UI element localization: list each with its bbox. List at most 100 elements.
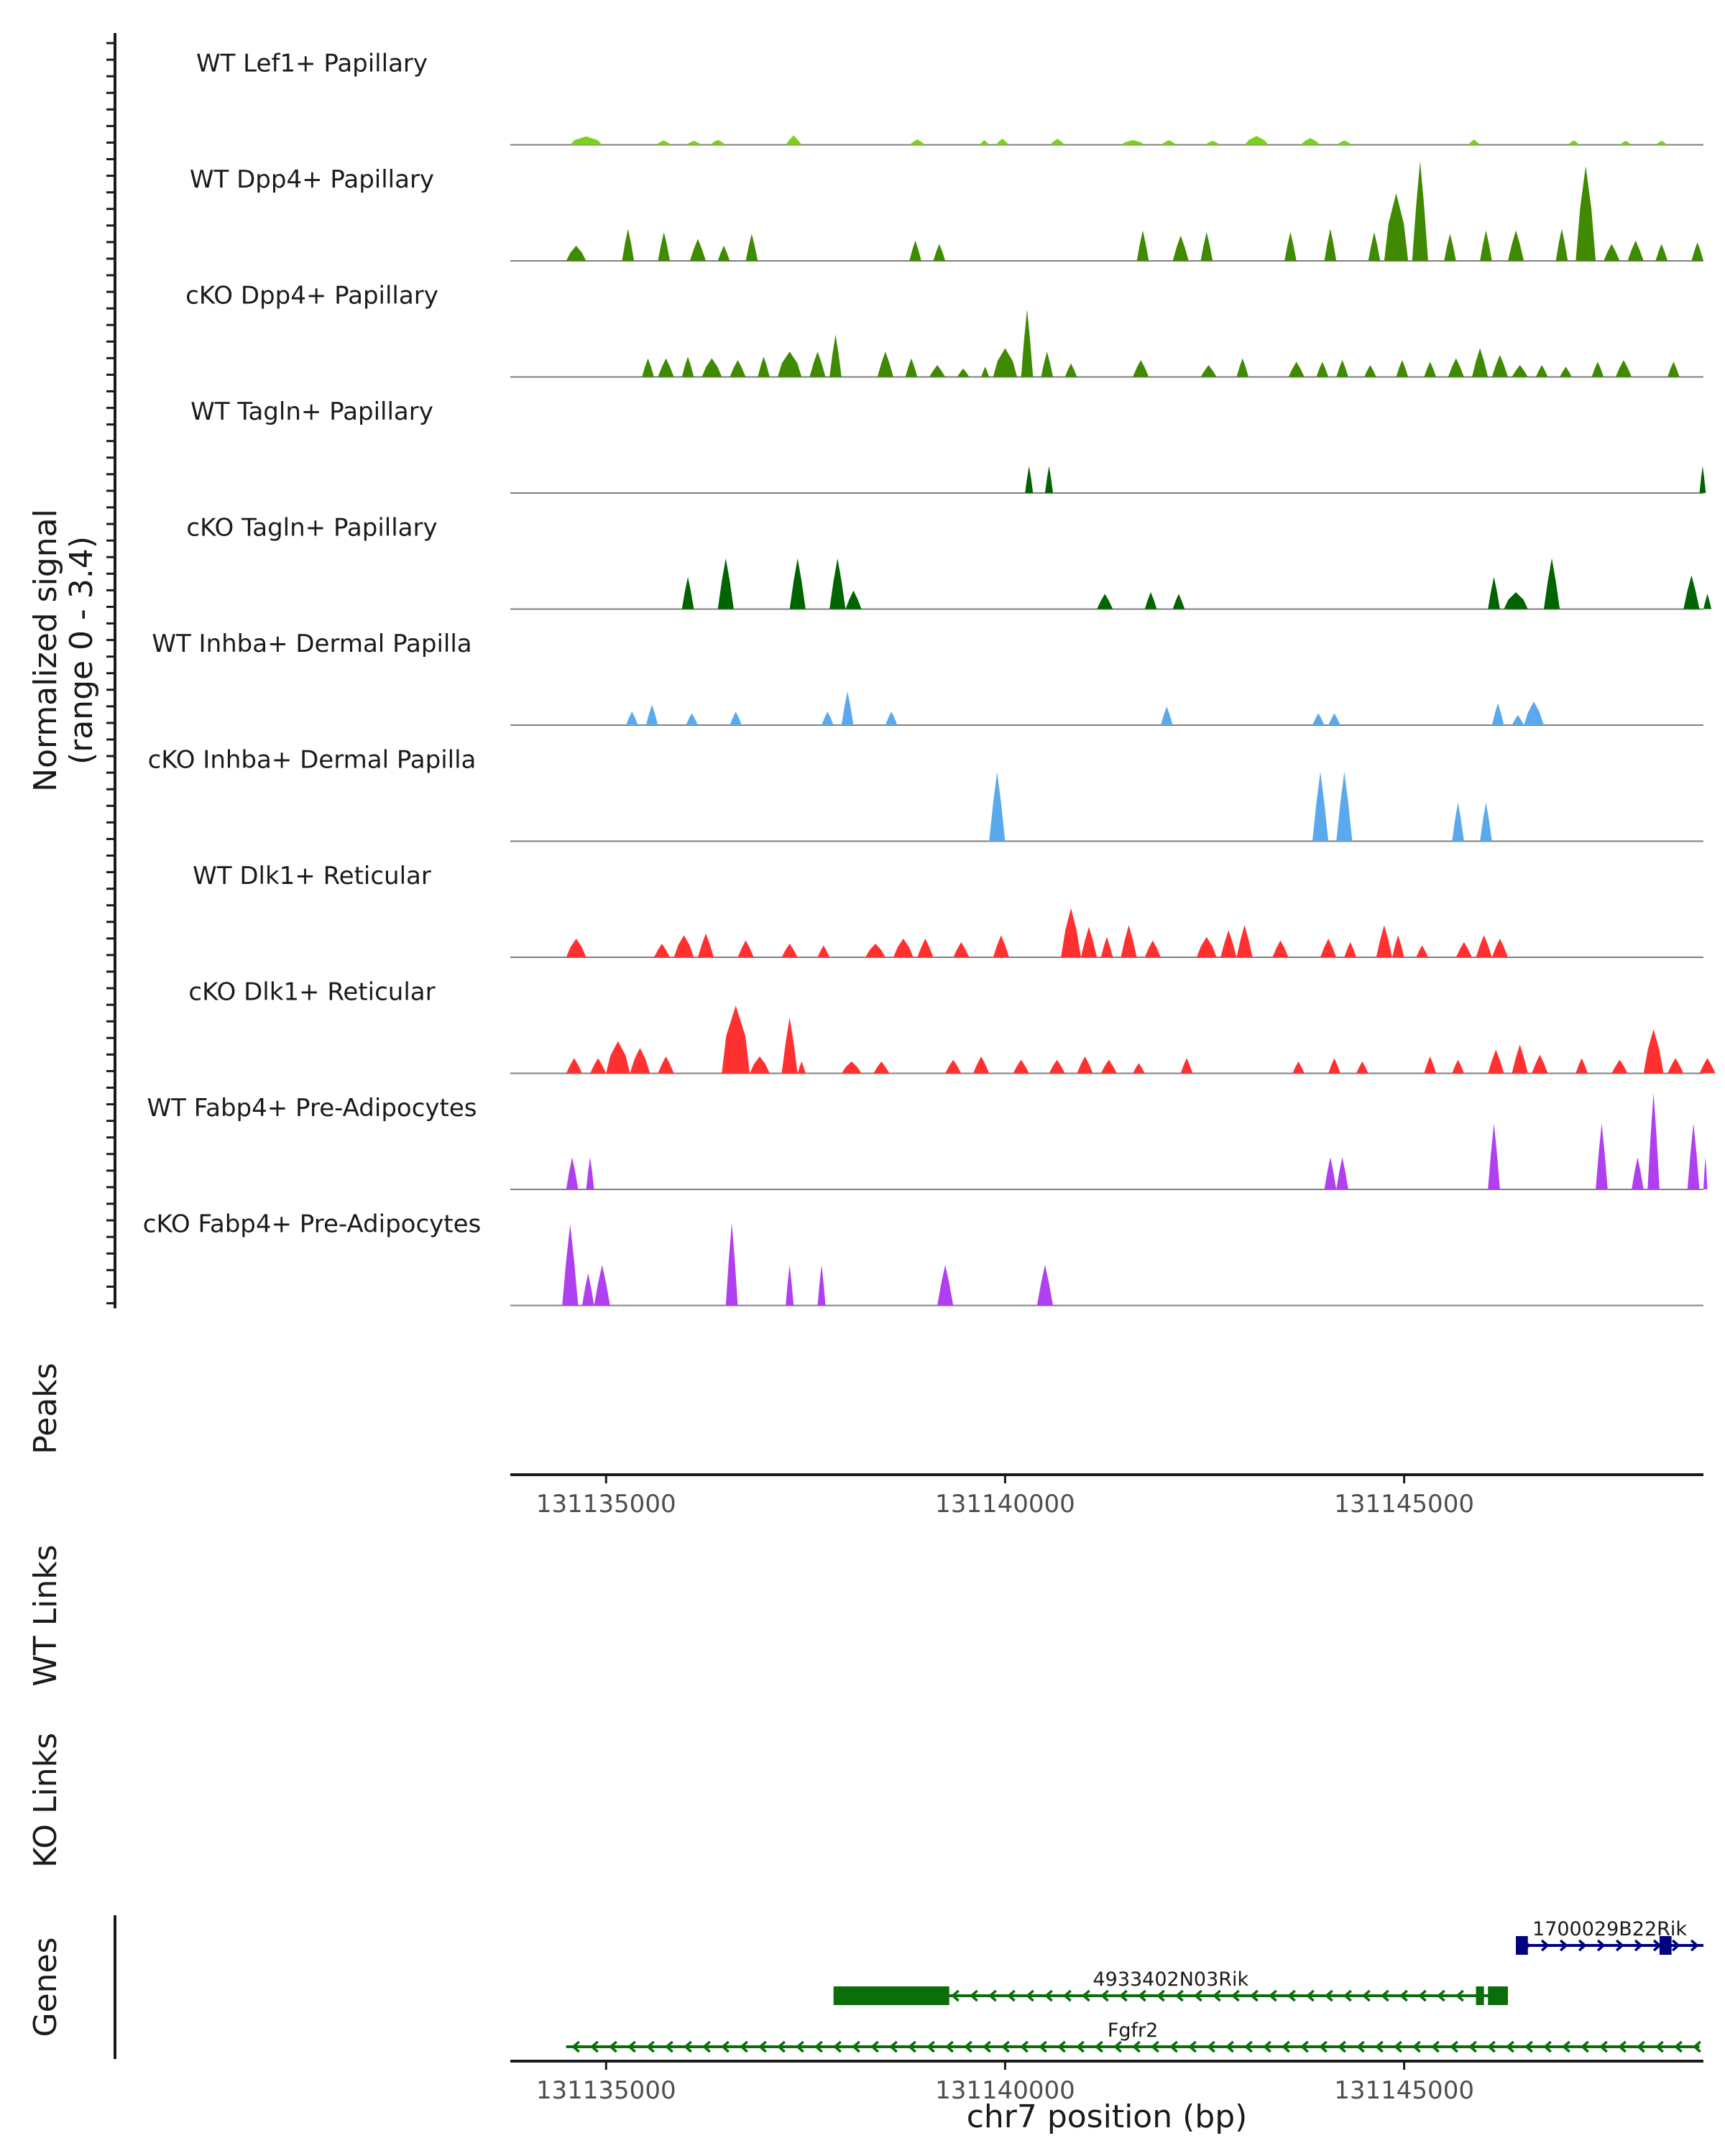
coverage-peak [809,351,826,377]
coverage-peak [981,367,990,377]
coverage-peak [929,365,946,377]
coverage-peak [1424,1056,1437,1074]
strand-arrow [870,2040,879,2053]
coverage-peak [686,140,702,145]
strand-arrow [1615,1939,1624,1952]
coverage-peak [1632,1157,1644,1189]
strand-arrow [1175,1989,1184,2002]
coverage-peak [1160,706,1173,725]
strand-arrow [1362,1989,1371,2002]
coverage-peak [586,1157,594,1189]
coverage-peak [957,368,970,377]
coverage-peak [1396,359,1409,377]
coverage-peak [1133,1063,1145,1074]
coverage-peak [885,711,898,725]
coverage-peak [1021,309,1034,377]
coverage-peak [905,358,918,377]
coverage-peak [1013,1059,1029,1074]
coverage-peak [1160,139,1177,145]
coverage-peak [1576,166,1596,261]
x-tick-label: 131145000 [1334,2076,1474,2105]
strand-arrow [1132,2040,1141,2053]
strand-arrow [1231,1989,1240,2002]
coverage-peak [1555,229,1568,261]
strand-arrow [814,2040,823,2053]
coverage-peak [730,711,742,725]
coverage-peak [1512,365,1528,377]
coverage-peak [658,358,674,377]
coverage-peak [594,1265,610,1306]
coverage-peak [953,941,970,957]
coverage-peak [1611,1059,1628,1074]
strand-arrow [665,2040,673,2053]
coverage-peak [841,691,854,725]
coverage-track: cKO Dpp4+ Papillary [185,282,1703,378]
coverage-peak [786,1265,794,1306]
gene-label: 4933402N03Rik [1092,1968,1248,1991]
coverage-peak [1668,361,1680,377]
strand-arrow [1095,2040,1103,2053]
coverage-peak [865,944,886,957]
coverage-peak [1455,941,1472,957]
coverage-peak [1200,365,1217,377]
strand-arrow [646,2040,655,2053]
coverage-peak [1097,594,1113,609]
coverage-track: WT Dlk1+ Reticular [193,862,1703,958]
coverage-peak [709,139,726,145]
strand-arrow [1540,1939,1550,1952]
coverage-peak [717,558,734,609]
coverage-peak [658,232,671,261]
strand-arrow [1524,2040,1533,2053]
strand-arrow [988,1989,997,2002]
x-tick-label: 131135000 [536,2076,676,2105]
strand-arrow [1618,2040,1627,2053]
coverage-peak [1488,1123,1500,1189]
track-label: cKO Tagln+ Papillary [186,514,437,543]
strand-arrow [590,2040,599,2053]
strand-arrow [1634,1939,1643,1952]
gene-exon [1659,1936,1672,1955]
coverage-peak [1288,361,1305,377]
genes-track-label: Genes [27,1937,64,2037]
coverage-peak [993,348,1018,377]
signal-y-axis [106,33,116,1309]
coverage-peak [1328,1058,1340,1074]
coverage-peak [845,590,862,609]
strand-arrow [777,2040,786,2053]
coverage-track: WT Inhba+ Dermal Papilla [152,630,1703,726]
strand-arrow [1637,2040,1645,2053]
strand-arrow [1325,1989,1333,2002]
strand-arrow [1244,2040,1253,2053]
gene-label: Fgfr2 [1108,2019,1158,2042]
coverage-peak [1172,594,1185,609]
coverage-peak [645,704,658,725]
coverage-peak [622,229,635,261]
coverage-peak [1133,359,1149,377]
strand-arrow [1394,2040,1402,2053]
coverage-peak [1236,358,1249,377]
strand-arrow [1599,2040,1608,2053]
coverage-peak [789,558,806,609]
coverage-peak [1491,354,1508,377]
coverage-peak [702,358,722,377]
strand-arrow [1076,2040,1085,2053]
coverage-peak [989,772,1006,842]
coverage-peak [1316,361,1329,377]
strand-arrow [1044,1989,1053,2002]
coverage-peak [995,139,1009,145]
coverage-peak [1025,466,1034,493]
track-label: cKO Dpp4+ Papillary [185,282,438,310]
coverage-peak [1687,1123,1700,1189]
strand-arrow [1300,2040,1309,2053]
coverage-peak [1691,242,1703,261]
coverage-peak [1328,713,1340,725]
coverage-peak [681,356,694,377]
coverage-peak [1699,466,1706,493]
coverage-peak [689,239,707,261]
coverage-peak [786,135,802,145]
strand-arrow [1188,2040,1197,2053]
coverage-peak [829,558,846,609]
coverage-peak [1491,703,1504,725]
coverage-peak [1488,1049,1504,1074]
